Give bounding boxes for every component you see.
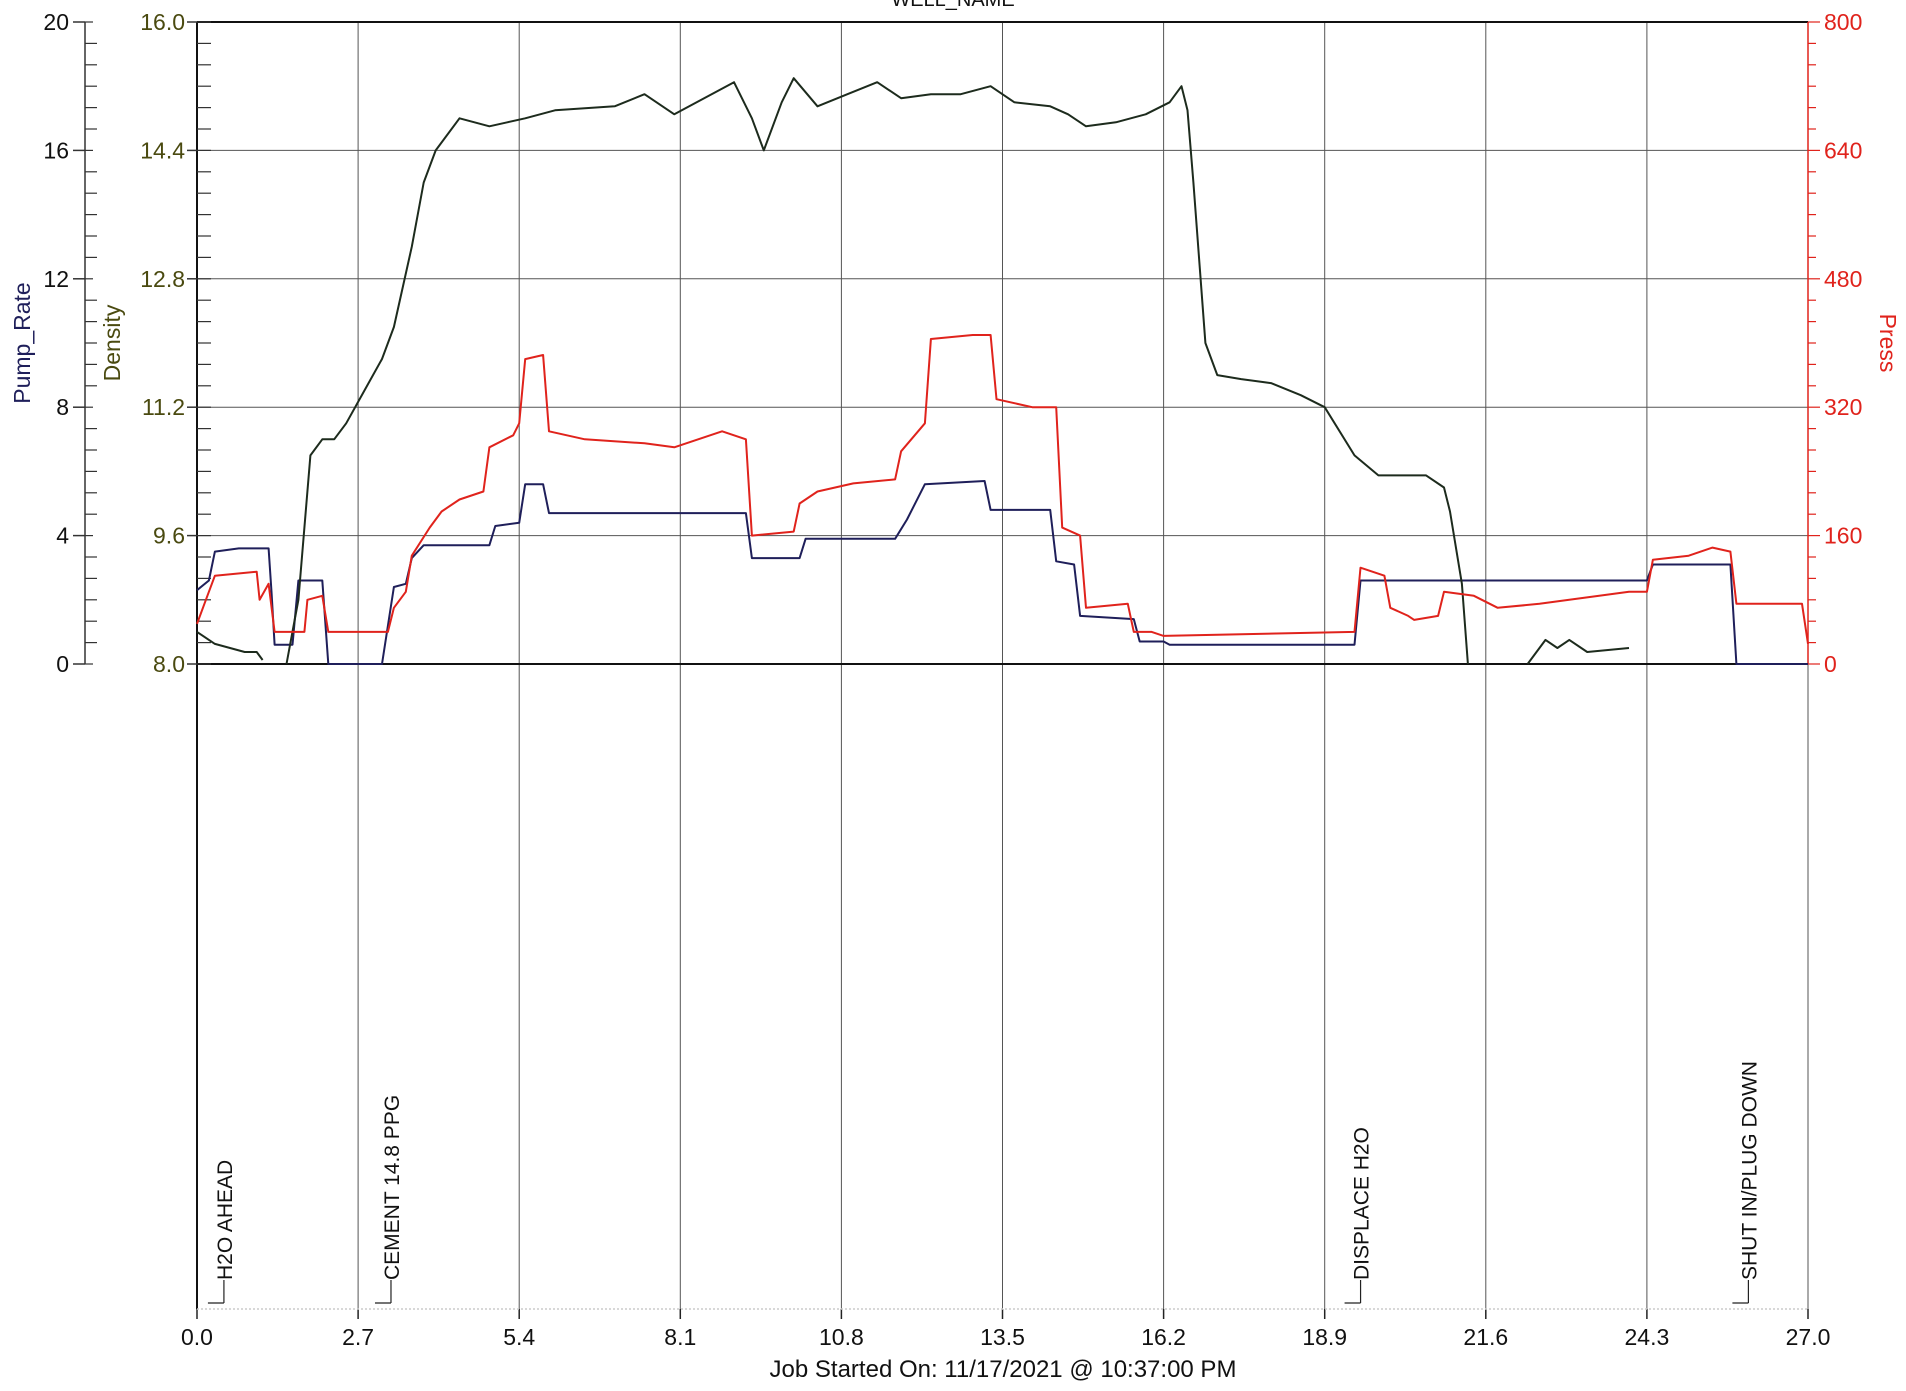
x-tick-label: 16.2 bbox=[1141, 1324, 1186, 1350]
x-tick-label: 21.6 bbox=[1463, 1324, 1508, 1350]
event-label: DISPLACE H2O bbox=[1351, 1127, 1374, 1280]
density-tick-label: 11.2 bbox=[142, 394, 185, 420]
pump-rate-tick-label: 0 bbox=[56, 651, 69, 677]
density-tick-label: 16.0 bbox=[140, 9, 185, 35]
x-tick-label: 27.0 bbox=[1786, 1324, 1831, 1350]
press-tick-label: 800 bbox=[1824, 9, 1862, 35]
press-axis-label: Press bbox=[1875, 314, 1901, 373]
event-label: SHUT IN/PLUG DOWN bbox=[1738, 1061, 1761, 1280]
series-line-density bbox=[196, 631, 264, 661]
series-layer bbox=[196, 77, 1809, 665]
series-line-density bbox=[1526, 638, 1630, 665]
pump-rate-tick-label: 16 bbox=[43, 137, 69, 163]
axes-layer: 0.0 2.7 5.4 8.1 10.8 13.5 16.2 18.9 21.6 24.3 27.0… bbox=[9, 9, 1901, 1350]
x-tick-label: 8.1 bbox=[664, 1324, 696, 1350]
press-tick-label: 480 bbox=[1824, 266, 1862, 292]
pump-rate-tick-label: 12 bbox=[43, 266, 69, 292]
x-tick-label: 5.4 bbox=[503, 1324, 535, 1350]
press-tick-label: 0 bbox=[1824, 651, 1837, 677]
series-line-press bbox=[196, 334, 1809, 645]
x-tick-label: 2.7 bbox=[342, 1324, 374, 1350]
grid-layer bbox=[196, 21, 1809, 1309]
pump-rate-axis-label: Pump_Rate bbox=[9, 282, 35, 403]
event-annotation: DISPLACE H2O bbox=[1344, 1127, 1374, 1304]
density-tick-label: 14.4 bbox=[140, 137, 185, 163]
density-tick-label: 8.0 bbox=[153, 651, 185, 677]
x-tick-label: 13.5 bbox=[980, 1324, 1025, 1350]
chart-title: WELL_NAME bbox=[891, 0, 1014, 11]
pump-rate-tick-label: 20 bbox=[43, 9, 69, 35]
series-line-density bbox=[285, 77, 1469, 665]
pump-rate-tick-label: 8 bbox=[56, 394, 69, 420]
annotation-layer: H2O AHEAD CEMENT 14.8 PPG DISPLACE H2O SHUT… bbox=[207, 1061, 1761, 1304]
press-tick-label: 160 bbox=[1824, 523, 1862, 549]
event-annotation: CEMENT 14.8 PPG bbox=[374, 1095, 404, 1304]
x-tick-label: 18.9 bbox=[1302, 1324, 1347, 1350]
press-tick-label: 640 bbox=[1824, 137, 1862, 163]
density-tick-label: 12.8 bbox=[140, 266, 185, 292]
x-axis-label: Job Started On: 11/17/2021 @ 10:37:00 PM bbox=[770, 1356, 1237, 1383]
density-tick-label: 9.6 bbox=[153, 523, 185, 549]
pump-rate-tick-label: 4 bbox=[56, 523, 69, 549]
x-tick-label: 24.3 bbox=[1625, 1324, 1670, 1350]
event-annotation: SHUT IN/PLUG DOWN bbox=[1732, 1061, 1761, 1304]
series-density bbox=[196, 77, 1630, 665]
press-tick-label: 320 bbox=[1824, 394, 1862, 420]
event-label: H2O AHEAD bbox=[214, 1160, 237, 1280]
x-tick-label: 0.0 bbox=[181, 1324, 213, 1350]
event-annotation: H2O AHEAD bbox=[207, 1160, 237, 1304]
x-tick-label: 10.8 bbox=[819, 1324, 864, 1350]
series-press bbox=[196, 334, 1809, 645]
density-axis-label: Density bbox=[99, 304, 125, 381]
event-label: CEMENT 14.8 PPG bbox=[381, 1095, 404, 1280]
